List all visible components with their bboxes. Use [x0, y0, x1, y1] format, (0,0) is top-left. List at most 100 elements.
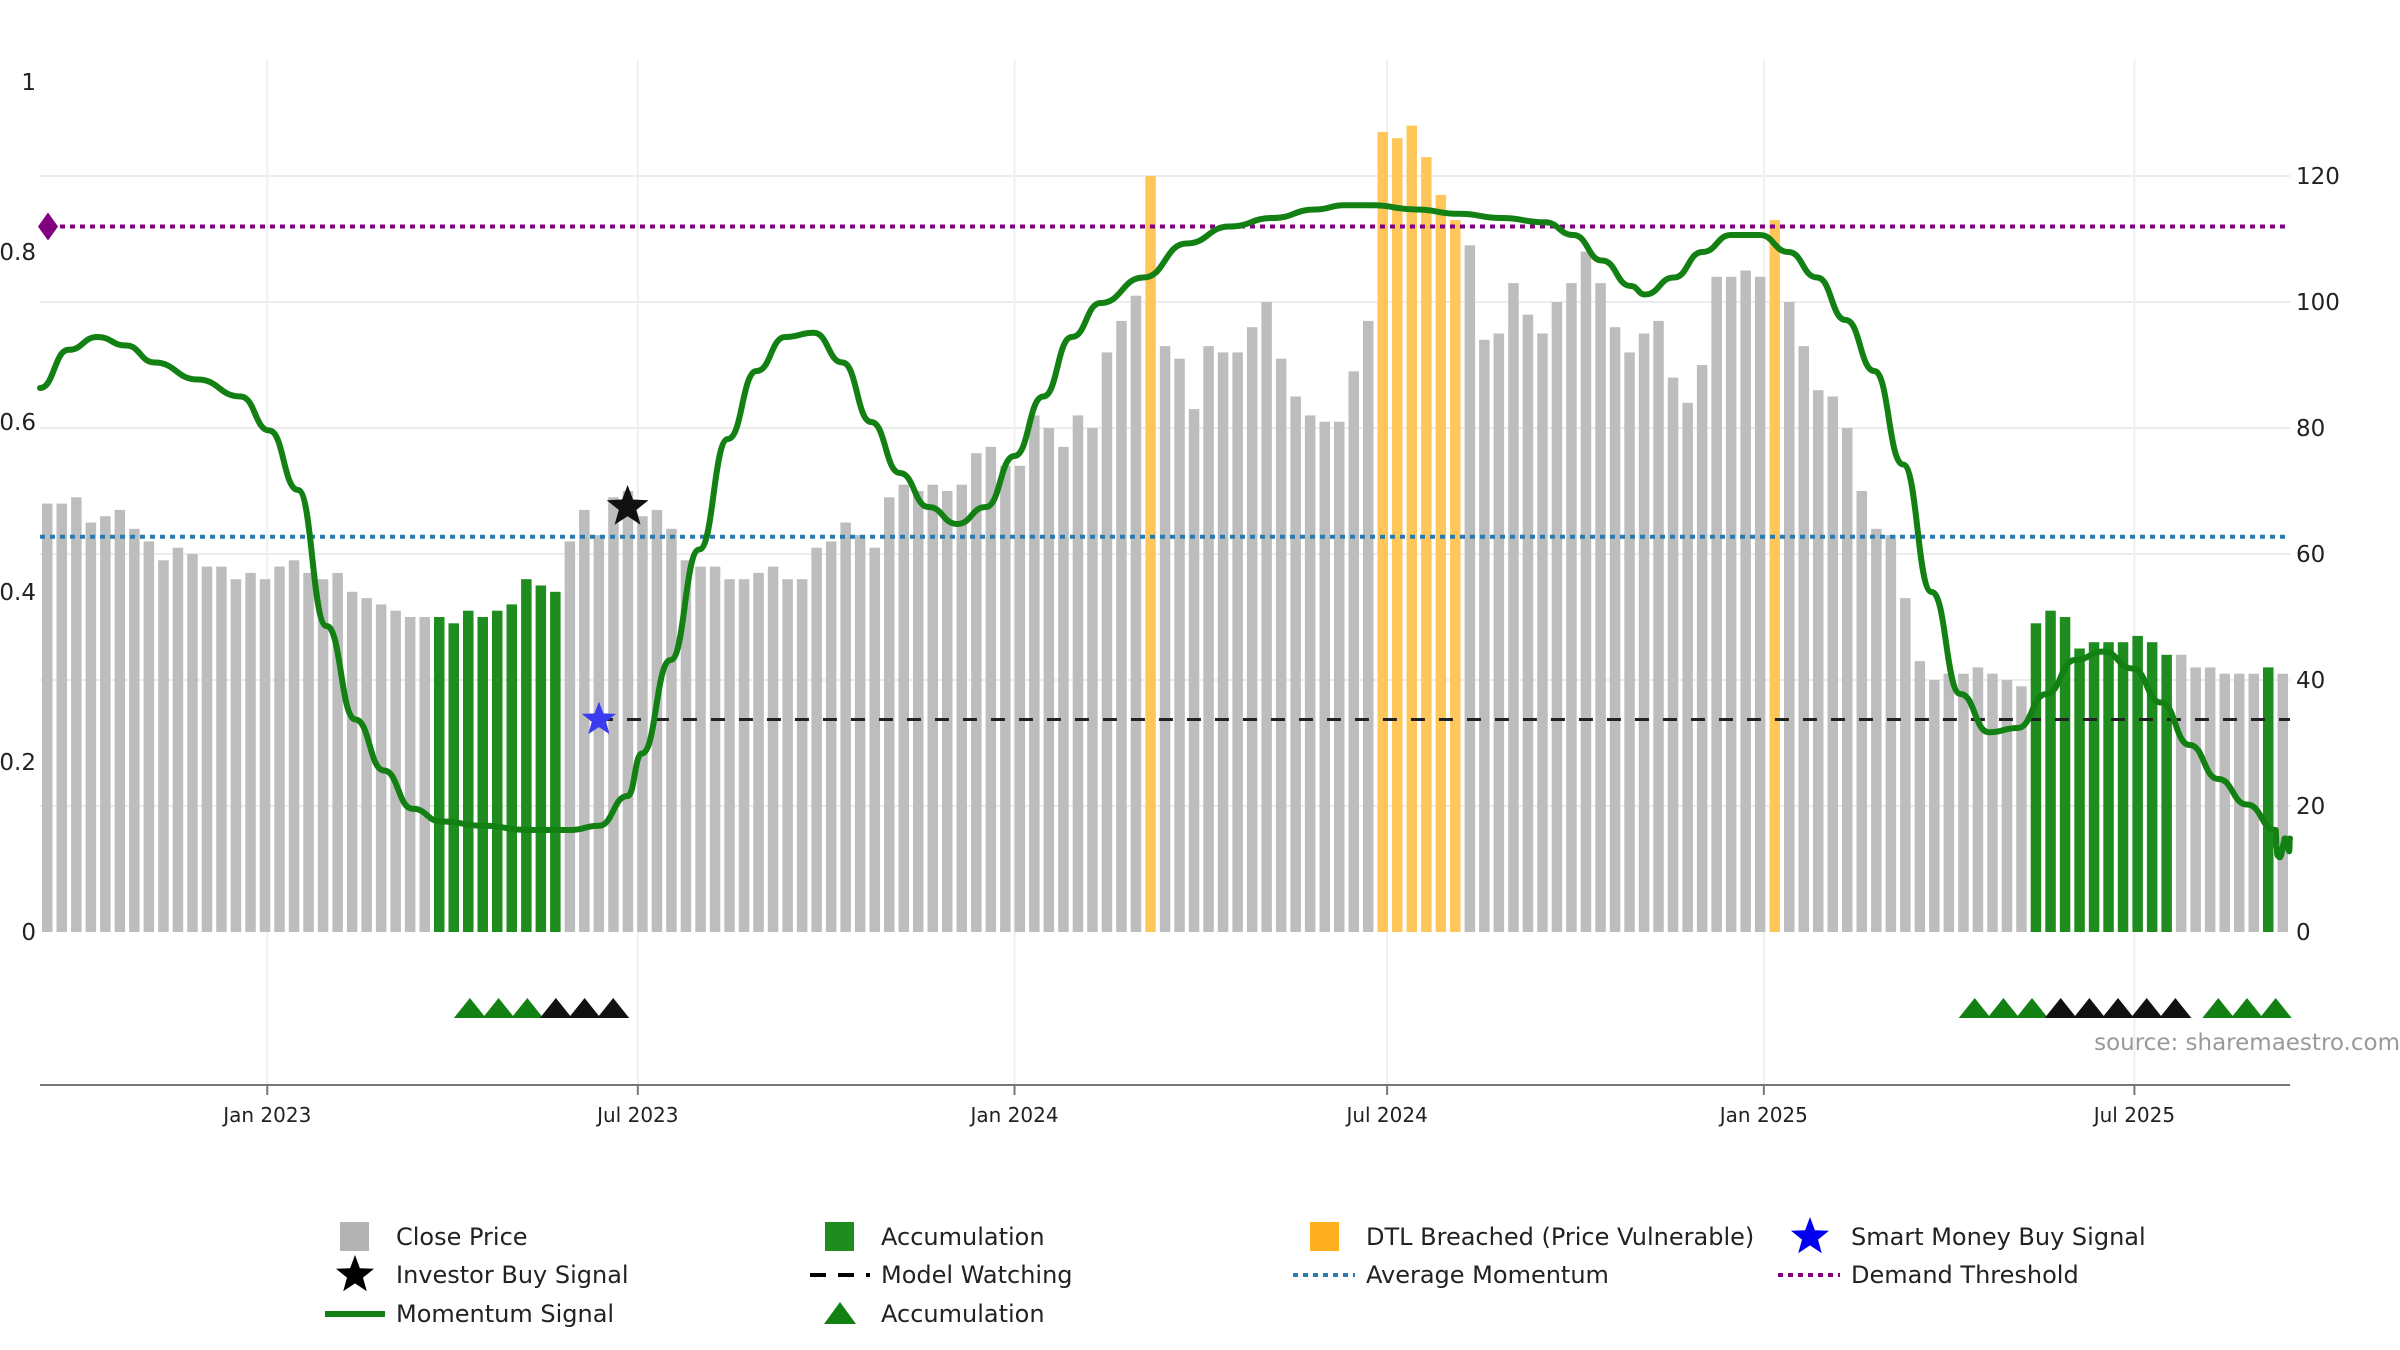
- close-price-bar: [172, 547, 184, 932]
- accumulation-marker: [2016, 998, 2048, 1018]
- close-price-bar: [303, 572, 314, 932]
- close-price-bar: [346, 591, 358, 932]
- close-price-bar: [593, 535, 605, 932]
- dtl-breached-bar: [1392, 138, 1403, 932]
- close-price-bar: [71, 497, 82, 932]
- accumulation-bar: [2045, 610, 2056, 932]
- close-price-bar: [622, 491, 634, 932]
- legend-square-icon: [1310, 1222, 1339, 1251]
- dtl-breached-bar: [1406, 125, 1417, 933]
- close-price-bar: [1725, 276, 1737, 932]
- legend-label: Smart Money Buy Signal: [1851, 1223, 2146, 1251]
- close-price-bar: [42, 503, 53, 932]
- close-price-bar: [724, 579, 735, 932]
- close-price-bar: [419, 617, 430, 932]
- close-price-bar: [332, 572, 343, 932]
- close-price-bar: [1813, 390, 1824, 932]
- close-price-bar: [158, 560, 169, 932]
- left-tick-label: 1: [21, 70, 36, 96]
- legend-label: Demand Threshold: [1851, 1261, 2079, 1289]
- axes: Jan 2023 Jul 2023 Jan 2024 Jul 2024 Jan 2025…: [0, 70, 2340, 1127]
- close-price-bar: [1246, 327, 1258, 932]
- accumulation-bar: [2030, 623, 2042, 932]
- close-price-bar: [1029, 415, 1040, 932]
- close-price-bar: [1130, 295, 1142, 932]
- close-price-bar: [1261, 302, 1272, 932]
- close-price-bar: [1319, 421, 1330, 932]
- reference-lines: [38, 212, 2290, 721]
- close-price-bar: [129, 528, 140, 932]
- close-price-bar: [1900, 598, 1911, 932]
- close-price-bar: [927, 484, 938, 932]
- close-price-bar: [1116, 320, 1127, 932]
- close-price-bar: [782, 579, 793, 932]
- bars: [42, 125, 2288, 933]
- close-price-bar: [1464, 245, 1476, 933]
- close-price-bar: [1101, 352, 1113, 932]
- accumulation-bar: [2161, 654, 2172, 932]
- close-price-bar: [1334, 421, 1345, 932]
- dtl-breached-bar: [1450, 220, 1461, 933]
- close-price-bar: [1798, 346, 1809, 933]
- legend-triangle-icon: [824, 1302, 856, 1324]
- close-price-bar: [1885, 535, 1897, 932]
- close-price-bar: [1740, 270, 1751, 932]
- close-price-bar: [1348, 371, 1359, 932]
- close-price-bar: [274, 566, 285, 932]
- accumulation-marker: [1958, 998, 1991, 1018]
- legend-item: Smart Money Buy Signal: [1791, 1217, 2146, 1254]
- close-price-bar: [1638, 333, 1650, 932]
- accumulation-marker: [539, 998, 572, 1018]
- demand-threshold-marker: [38, 212, 58, 241]
- close-price-bar: [1696, 365, 1708, 932]
- legend-star-icon: [1791, 1217, 1829, 1254]
- accumulation-bar: [550, 591, 561, 932]
- close-price-bar: [796, 579, 808, 932]
- close-price-bar: [1508, 283, 1519, 933]
- close-price-bar: [913, 491, 924, 932]
- x-tick-label: Jan 2025: [1718, 1103, 1808, 1127]
- close-price-bar: [956, 484, 967, 932]
- investor-buy-signal-star: [606, 485, 649, 525]
- legend-item: Demand Threshold: [1778, 1261, 2079, 1289]
- close-price-bar: [1958, 673, 1969, 932]
- dtl-breached-bar: [1421, 157, 1432, 933]
- accumulation-bar: [492, 610, 503, 932]
- x-tick-label: Jan 2023: [221, 1103, 311, 1127]
- legend-label: Accumulation: [881, 1223, 1045, 1251]
- close-price-bar: [1682, 402, 1693, 932]
- close-price-bar: [1667, 377, 1679, 933]
- smart-money-buy-signal-star: [581, 701, 616, 735]
- close-price-bar: [579, 509, 590, 932]
- accumulation-marker: [2159, 998, 2192, 1018]
- close-price-bar: [1827, 396, 1838, 932]
- close-price-bar: [840, 522, 851, 932]
- accumulation-marker: [2102, 998, 2134, 1018]
- accumulation-bar: [448, 623, 459, 932]
- close-price-bar: [1043, 428, 1055, 932]
- close-price-bar: [1842, 428, 1853, 932]
- accumulation-bar: [506, 604, 517, 932]
- accumulation-bar: [434, 617, 445, 932]
- x-tick-label: Jan 2024: [968, 1103, 1058, 1127]
- close-price-bar: [85, 522, 97, 932]
- close-price-bar: [2204, 667, 2216, 932]
- close-price-bar: [288, 560, 300, 932]
- left-tick-label: 0: [21, 920, 36, 946]
- legend-square-icon: [340, 1222, 369, 1251]
- right-tick-label: 100: [2296, 290, 2340, 316]
- close-price-bar: [869, 547, 880, 932]
- accumulation-marker: [568, 998, 601, 1018]
- left-tick-label: 0.2: [0, 750, 36, 776]
- close-price-bar: [1754, 276, 1766, 932]
- close-price-bar: [709, 566, 721, 932]
- accumulation-marker: [597, 998, 630, 1018]
- right-tick-label: 60: [2296, 542, 2325, 568]
- close-price-bar: [1784, 302, 1795, 932]
- accumulation-marker: [2073, 998, 2106, 1018]
- accumulation-bar: [2059, 617, 2071, 932]
- close-price-bar: [2277, 673, 2288, 932]
- signal-markers: [453, 485, 2292, 1018]
